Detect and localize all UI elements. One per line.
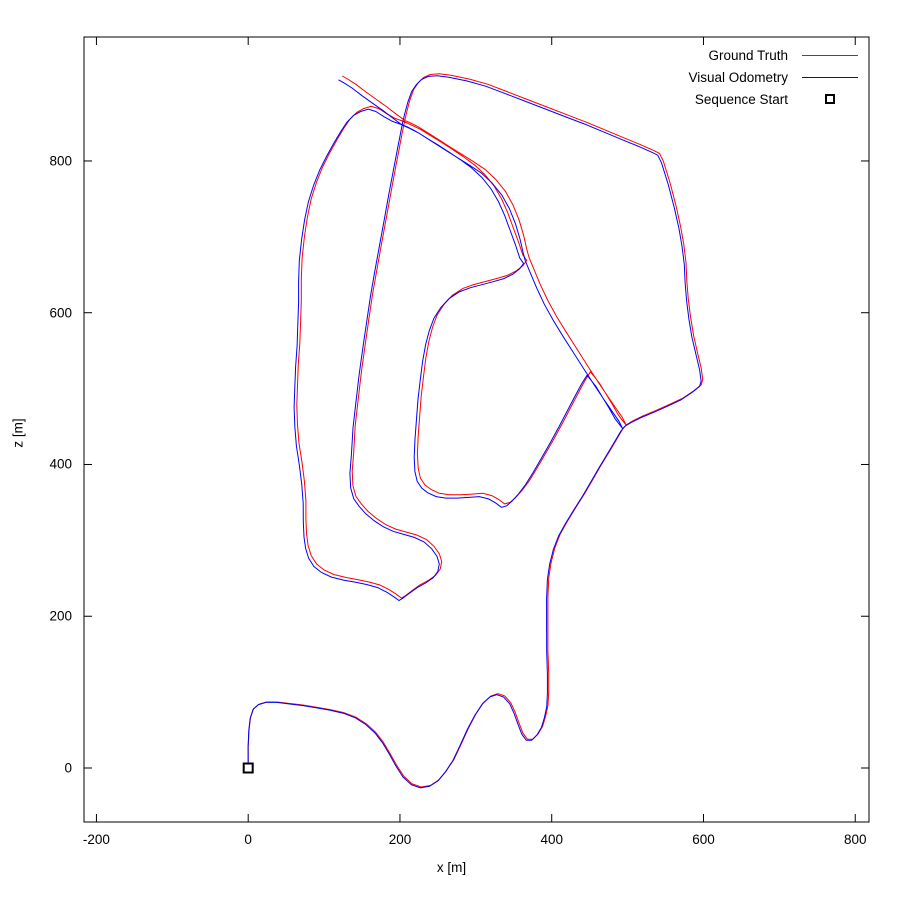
legend-row-sequence-start: Sequence Start [688, 88, 858, 110]
ground-truth-path [247, 73, 704, 788]
y-axis-label: z [m] [10, 418, 26, 448]
x-tick-label: -200 [82, 832, 110, 847]
legend-sample-ground-truth [802, 54, 858, 56]
plot-border [83, 36, 870, 823]
x-tick-label: 400 [540, 832, 563, 847]
y-tick-label: 200 [49, 608, 72, 624]
legend-label-sequence-start: Sequence Start [694, 91, 788, 107]
x-axis-label: x [m] [436, 860, 467, 875]
legend-sample-visual-odometry [802, 76, 858, 78]
legend-sample-sequence-start [802, 94, 858, 104]
x-tick-label: 200 [388, 832, 412, 847]
y-tick-label: 600 [49, 305, 72, 321]
legend-label-ground-truth: Ground Truth [708, 47, 788, 63]
open-square-marker-icon [825, 94, 835, 104]
legend-label-visual-odometry: Visual Odometry [688, 69, 788, 85]
red-line-sample-icon [802, 54, 858, 56]
y-tick-label: 0 [64, 760, 72, 776]
x-tick-label: 800 [843, 832, 867, 847]
x-tick-label: 600 [692, 832, 715, 847]
visual-odometry-path [247, 75, 702, 789]
legend: Ground Truth Visual Odometry Sequence St… [688, 44, 858, 110]
sequence-start-marker [242, 762, 254, 774]
y-tick-label: 400 [49, 456, 72, 472]
blue-line-sample-icon [802, 76, 858, 78]
y-tick-label: 800 [49, 153, 72, 169]
x-tick-label: 0 [244, 832, 252, 847]
legend-row-ground-truth: Ground Truth [688, 44, 858, 66]
legend-row-visual-odometry: Visual Odometry [688, 66, 858, 88]
